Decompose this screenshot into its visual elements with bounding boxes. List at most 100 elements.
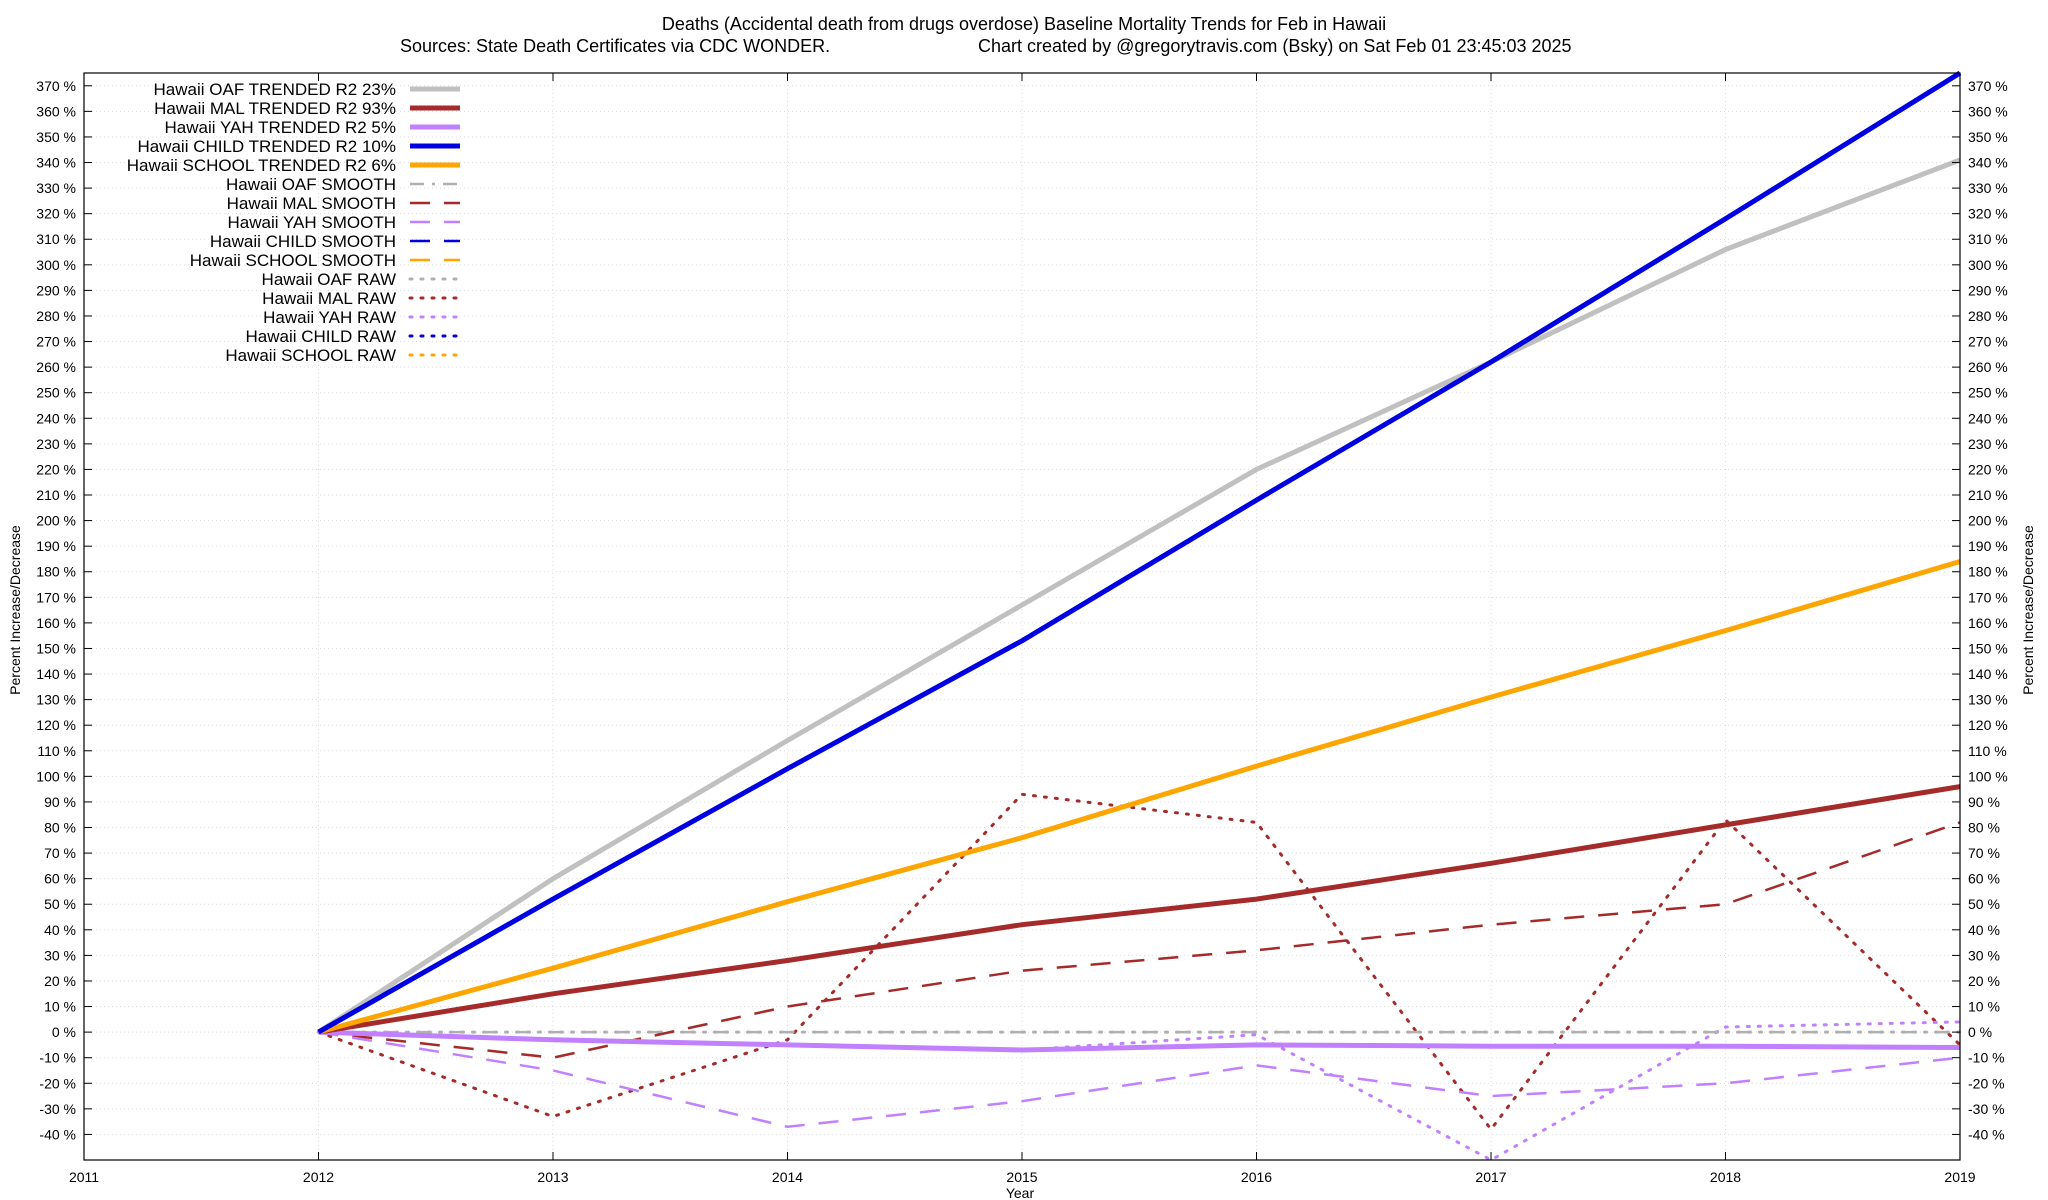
y-tick-label-left: 70 % xyxy=(44,845,76,861)
x-tick-label: 2018 xyxy=(1710,1169,1741,1185)
legend-label: Hawaii YAH SMOOTH xyxy=(228,213,396,232)
y-tick-label-right: 30 % xyxy=(1968,947,2000,963)
y-tick-label-left: 210 % xyxy=(36,487,76,503)
y-tick-label-right: 330 % xyxy=(1968,180,2008,196)
y-tick-label-left: 260 % xyxy=(36,359,76,375)
y-tick-label-left: 230 % xyxy=(36,436,76,452)
y-tick-label-right: 190 % xyxy=(1968,538,2008,554)
y-tick-label-left: 290 % xyxy=(36,282,76,298)
y-tick-label-left: 170 % xyxy=(36,589,76,605)
y-tick-label-left: 110 % xyxy=(37,743,76,759)
legend-label: Hawaii MAL TRENDED R2 93% xyxy=(154,99,396,118)
series-line xyxy=(317,559,1961,1035)
y-tick-label-right: 310 % xyxy=(1968,231,2008,247)
y-tick-label-right: 180 % xyxy=(1968,564,2008,580)
y-tick-label-right: 110 % xyxy=(1968,743,2007,759)
y-tick-label-right: 0 % xyxy=(1968,1024,1992,1040)
y-tick-label-left: 0 % xyxy=(52,1024,76,1040)
x-tick-label: 2012 xyxy=(303,1169,334,1185)
y-tick-label-right: 50 % xyxy=(1968,896,2000,912)
y-tick-label-right: 140 % xyxy=(1968,666,2008,682)
y-tick-label-left: 120 % xyxy=(36,717,76,733)
legend-label: Hawaii CHILD TRENDED R2 10% xyxy=(137,137,396,156)
legend-label: Hawaii SCHOOL SMOOTH xyxy=(190,251,396,270)
legend-label: Hawaii YAH RAW xyxy=(263,308,396,327)
y-tick-label-right: 170 % xyxy=(1968,589,2008,605)
y-tick-label-left: 350 % xyxy=(36,129,76,145)
y-tick-label-left: 20 % xyxy=(44,973,76,989)
y-tick-label-left: -10 % xyxy=(39,1050,76,1066)
y-tick-label-left: 310 % xyxy=(36,231,76,247)
series-line xyxy=(317,70,1962,1035)
y-tick-label-right: 220 % xyxy=(1968,461,2008,477)
y-tick-label-right: 90 % xyxy=(1968,794,2000,810)
legend-label: Hawaii SCHOOL TRENDED R2 6% xyxy=(127,156,396,175)
legend-label: Hawaii MAL SMOOTH xyxy=(227,194,396,213)
y-tick-label-right: 130 % xyxy=(1968,692,2008,708)
y-tick-label-right: 360 % xyxy=(1968,103,2008,119)
y-tick-label-left: 140 % xyxy=(36,666,76,682)
y-tick-label-left: 320 % xyxy=(36,206,76,222)
grid xyxy=(83,73,1961,1160)
legend-label: Hawaii OAF TRENDED R2 23% xyxy=(154,80,396,99)
y-tick-label-left: 360 % xyxy=(36,103,76,119)
x-tick-label: 2016 xyxy=(1241,1169,1272,1185)
y-tick-label-left: 330 % xyxy=(36,180,76,196)
x-tick-label: 2017 xyxy=(1475,1169,1506,1185)
y-tick-label-right: 70 % xyxy=(1968,845,2000,861)
y-tick-label-right: -10 % xyxy=(1968,1050,2005,1066)
y-tick-label-right: 40 % xyxy=(1968,922,2000,938)
x-tick-label: 2014 xyxy=(772,1169,803,1185)
y-tick-label-left: 30 % xyxy=(44,947,76,963)
legend-label: Hawaii OAF RAW xyxy=(262,270,396,289)
plot-border xyxy=(83,72,1961,1161)
y-tick-label-right: 320 % xyxy=(1968,206,2008,222)
series-layer xyxy=(317,70,1962,1162)
y-tick-label-left: 100 % xyxy=(36,768,76,784)
y-tick-label-left: 250 % xyxy=(36,385,76,401)
y-tick-label-right: 210 % xyxy=(1968,487,2008,503)
legend-label: Hawaii CHILD SMOOTH xyxy=(210,232,396,251)
y-axis-label-left: Percent Increase/Decrease xyxy=(7,525,23,695)
legend-label: Hawaii YAH TRENDED R2 5% xyxy=(165,118,396,137)
legend-label: Hawaii OAF SMOOTH xyxy=(226,175,396,194)
series-line xyxy=(317,792,1962,1131)
y-tick-label-left: 190 % xyxy=(36,538,76,554)
x-tick-label: 2015 xyxy=(1006,1169,1037,1185)
y-tick-label-right: 60 % xyxy=(1968,871,2000,887)
legend-label: Hawaii SCHOOL RAW xyxy=(225,346,396,365)
y-tick-label-right: 240 % xyxy=(1968,410,2008,426)
y-tick-label-left: 50 % xyxy=(44,896,76,912)
series-line xyxy=(317,1020,1962,1162)
y-tick-label-right: 270 % xyxy=(1968,334,2008,350)
y-tick-label-right: 300 % xyxy=(1968,257,2008,273)
y-tick-label-right: 280 % xyxy=(1968,308,2008,324)
series-line xyxy=(317,157,1961,1035)
y-tick-label-right: 200 % xyxy=(1968,513,2008,529)
legend-label: Hawaii CHILD RAW xyxy=(245,327,396,346)
series-line xyxy=(318,1029,1961,1053)
y-tick-label-right: 340 % xyxy=(1968,155,2008,171)
x-tick-label: 2011 xyxy=(69,1169,99,1185)
chart-subtitle-credit: Chart created by @gregorytravis.com (Bsk… xyxy=(978,36,1572,56)
y-tick-label-left: 90 % xyxy=(44,794,76,810)
x-tick-label: 2019 xyxy=(1944,1169,1975,1185)
y-tick-label-left: 340 % xyxy=(36,155,76,171)
y-tick-label-right: 290 % xyxy=(1968,282,2008,298)
y-tick-label-left: -30 % xyxy=(39,1101,76,1117)
y-tick-label-right: -20 % xyxy=(1968,1075,2005,1091)
y-tick-label-right: 80 % xyxy=(1968,820,2000,836)
y-tick-label-left: 60 % xyxy=(44,871,76,887)
series-line xyxy=(318,784,1961,1035)
y-tick-label-left: 240 % xyxy=(36,410,76,426)
y-tick-label-left: 270 % xyxy=(36,334,76,350)
legend-label: Hawaii MAL RAW xyxy=(262,289,396,308)
y-tick-label-right: 230 % xyxy=(1968,436,2008,452)
y-tick-label-left: -40 % xyxy=(39,1126,76,1142)
y-tick-label-left: 220 % xyxy=(36,461,76,477)
legend: Hawaii OAF TRENDED R2 23%Hawaii MAL TREN… xyxy=(127,80,462,365)
y-tick-label-right: 370 % xyxy=(1968,78,2008,94)
y-tick-label-right: 120 % xyxy=(1968,717,2008,733)
